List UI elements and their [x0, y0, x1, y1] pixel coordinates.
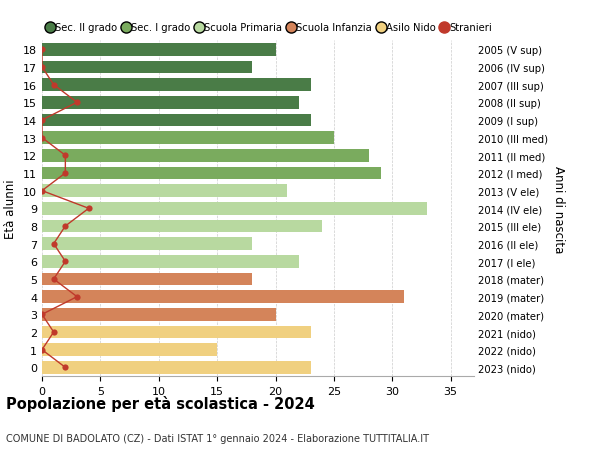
Text: COMUNE DI BADOLATO (CZ) - Dati ISTAT 1° gennaio 2024 - Elaborazione TUTTITALIA.I: COMUNE DI BADOLATO (CZ) - Dati ISTAT 1° … [6, 433, 429, 442]
Bar [42, 308, 275, 321]
Point [49, 82, 58, 89]
Bar [42, 185, 287, 197]
Bar [42, 44, 275, 56]
Point [61, 364, 70, 371]
Bar [42, 255, 299, 268]
Point [37, 311, 47, 319]
Point [84, 205, 94, 213]
Bar [42, 62, 252, 74]
Bar [42, 114, 311, 127]
Bar [42, 238, 252, 251]
Point [61, 152, 70, 160]
Bar [42, 220, 322, 233]
Bar [42, 326, 311, 339]
Point [37, 188, 47, 195]
Bar [42, 273, 252, 286]
Point [37, 346, 47, 353]
Point [49, 241, 58, 248]
Bar [42, 361, 311, 374]
Bar [42, 150, 369, 162]
Text: Popolazione per età scolastica - 2024: Popolazione per età scolastica - 2024 [6, 396, 315, 412]
Point [49, 329, 58, 336]
Legend: Sec. II grado, Sec. I grado, Scuola Primaria, Scuola Infanzia, Asilo Nido, Stran: Sec. II grado, Sec. I grado, Scuola Prim… [47, 23, 493, 33]
Bar [42, 79, 311, 92]
Point [72, 293, 82, 301]
Point [49, 276, 58, 283]
Bar [42, 202, 427, 215]
Point [72, 99, 82, 106]
Y-axis label: Anni di nascita: Anni di nascita [552, 165, 565, 252]
Point [37, 117, 47, 124]
Bar [42, 132, 334, 145]
Point [61, 258, 70, 265]
Bar [42, 291, 404, 303]
Y-axis label: Età alunni: Età alunni [4, 179, 17, 239]
Bar [42, 344, 217, 356]
Bar [42, 167, 380, 180]
Point [37, 64, 47, 72]
Point [37, 134, 47, 142]
Bar [42, 97, 299, 109]
Point [61, 223, 70, 230]
Point [61, 170, 70, 177]
Point [37, 46, 47, 54]
